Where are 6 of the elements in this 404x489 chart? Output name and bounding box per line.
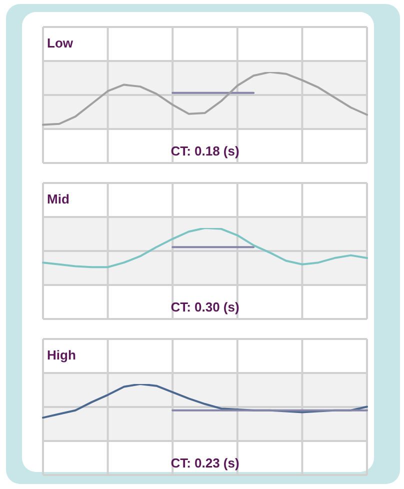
annotation: CT: 0.23 (s)	[170, 456, 240, 471]
annotation: CT: 0.30 (s)	[170, 300, 240, 315]
chart-title: Low	[47, 36, 74, 51]
chart-title: Mid	[47, 192, 70, 207]
annotation: CT: 0.18 (s)	[170, 144, 240, 159]
chart-title: High	[47, 348, 76, 363]
